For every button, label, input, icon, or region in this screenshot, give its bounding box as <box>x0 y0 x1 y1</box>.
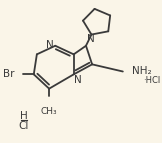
Text: NH₂: NH₂ <box>132 66 152 76</box>
Text: CH₃: CH₃ <box>41 107 58 116</box>
Text: N: N <box>75 75 82 85</box>
Text: Br: Br <box>3 69 15 79</box>
Text: N: N <box>46 40 54 50</box>
Text: H: H <box>20 111 28 121</box>
Text: ·HCl: ·HCl <box>143 76 160 85</box>
Text: Cl: Cl <box>19 121 29 131</box>
Text: N: N <box>87 34 94 44</box>
